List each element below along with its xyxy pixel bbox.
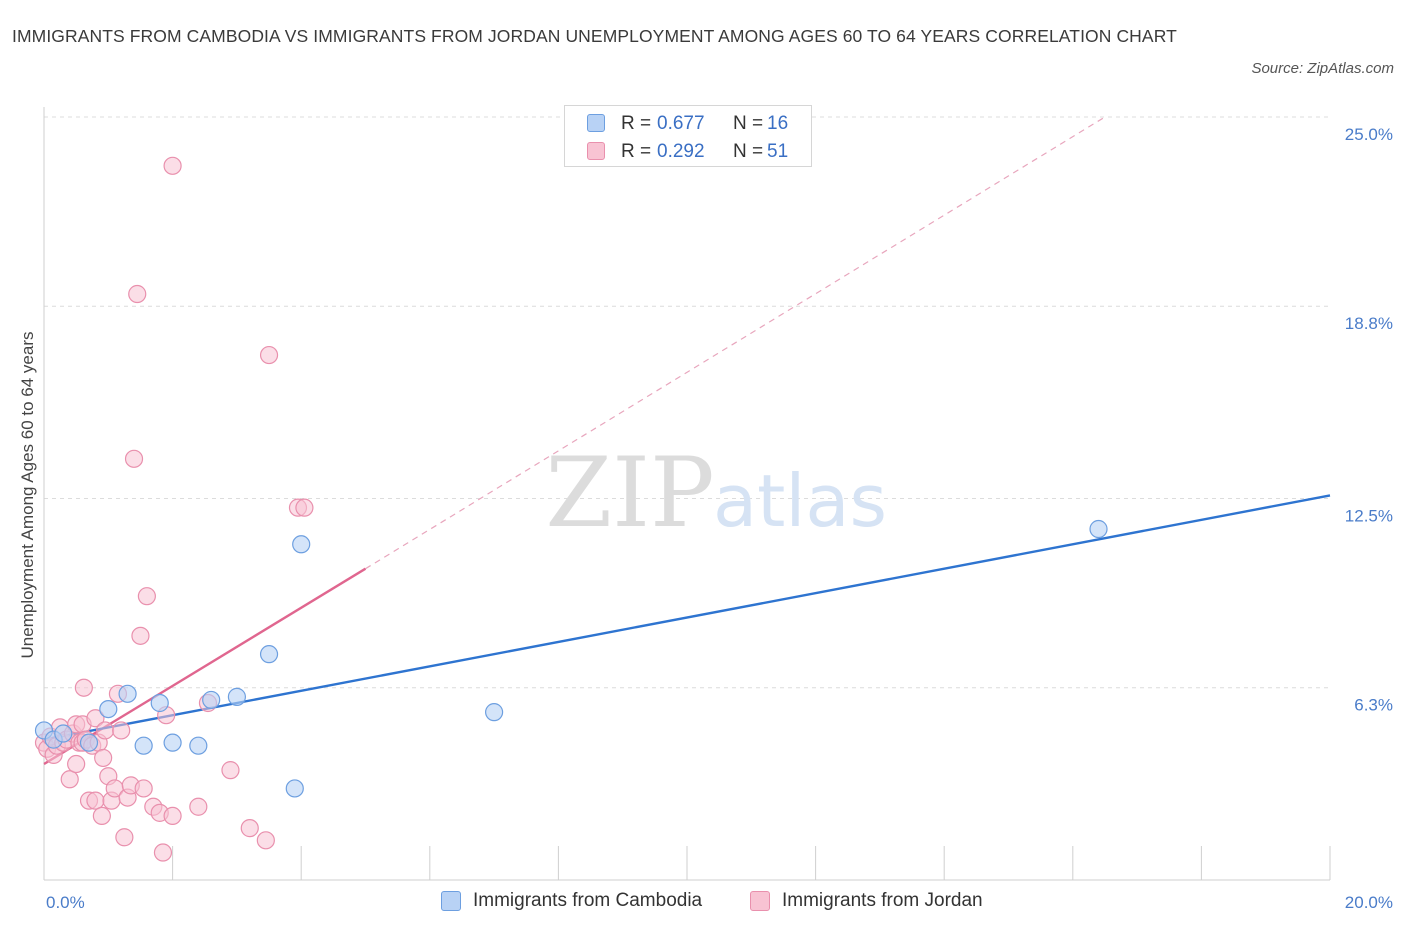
r-value: 0.292 — [657, 141, 705, 162]
jordan-points — [34, 156, 314, 862]
jordan-point-20 — [86, 791, 105, 810]
x-tick-label-1: 20.0% — [1345, 893, 1393, 912]
cambodia-point-8 — [163, 733, 182, 752]
jordan-point-48 — [256, 831, 275, 850]
y-tick-label-3: 25.0% — [1345, 125, 1393, 144]
cambodia-point-14 — [292, 535, 311, 554]
jordan-point-33 — [124, 449, 144, 468]
cambodia-point-9 — [189, 736, 208, 755]
jordan-point-40 — [153, 843, 173, 862]
jordan-point-35 — [131, 626, 150, 645]
n-label: N = — [733, 113, 764, 134]
legend-label-jordan: Immigrants from Jordan — [782, 890, 983, 911]
jordan-point-30 — [115, 828, 134, 847]
cambodia-point-6 — [134, 736, 153, 755]
jordan-point-37 — [137, 587, 156, 606]
jordan-point-36 — [134, 779, 153, 798]
n-label: N = — [733, 141, 764, 162]
cambodia-legend-swatch — [441, 891, 461, 911]
x-tick-label-0: 0.0% — [46, 893, 85, 912]
cambodia-point-15 — [485, 703, 504, 722]
jordan-point-46 — [221, 761, 240, 780]
jordan-point-10 — [67, 754, 86, 774]
y-tick-labels: 6.3% 12.5% 18.8% 25.0% — [1345, 125, 1393, 715]
jordan-point-43 — [163, 156, 182, 175]
jordan-swatch — [587, 142, 605, 160]
watermark-atlas: atlas — [713, 459, 887, 543]
jordan-point-15 — [74, 678, 93, 697]
cambodia-point-13 — [285, 779, 304, 798]
legend-label-cambodia: Immigrants from Cambodia — [473, 890, 703, 911]
x-tick-labels: 0.0% 20.0% — [46, 893, 1393, 912]
jordan-point-19 — [86, 709, 105, 728]
cambodia-point-4 — [99, 699, 118, 719]
cambodia-point-10 — [202, 690, 221, 710]
jordan-point-24 — [95, 721, 115, 740]
jordan-point-22 — [92, 806, 111, 826]
y-tick-label-0: 6.3% — [1354, 696, 1393, 715]
y-tick-label-1: 12.5% — [1345, 507, 1393, 526]
jordan-trend-extension — [365, 116, 1106, 570]
cambodia-point-11 — [227, 687, 246, 706]
cambodia-point-16 — [1089, 519, 1108, 539]
source-credit: Source: ZipAtlas.com — [1251, 60, 1394, 77]
cambodia-point-12 — [259, 645, 279, 664]
jordan-legend-swatch — [750, 891, 770, 911]
jordan-point-44 — [189, 797, 208, 816]
chart-title: IMMIGRANTS FROM CAMBODIA VS IMMIGRANTS F… — [12, 26, 1177, 46]
jordan-point-51 — [295, 498, 314, 517]
cambodia-point-5 — [118, 684, 137, 703]
cambodia-trend-line — [43, 494, 1331, 741]
jordan-point-47 — [240, 819, 259, 838]
jordan-point-42 — [163, 806, 182, 826]
cambodia-point-2 — [54, 724, 73, 743]
y-axis-label: Unemployment Among Ages 60 to 64 years — [18, 332, 37, 659]
cambodia-swatch — [587, 114, 605, 132]
grid-lines — [44, 116, 1330, 689]
jordan-point-8 — [60, 770, 79, 789]
jordan-point-29 — [112, 721, 131, 740]
cambodia-point-3 — [79, 733, 99, 752]
cambodia-points — [34, 519, 1108, 798]
n-value: 51 — [767, 141, 789, 162]
cambodia-point-7 — [150, 693, 169, 713]
r-value: 0.677 — [657, 113, 705, 134]
n-value: 16 — [767, 113, 789, 134]
watermark-zip: ZIP — [545, 437, 714, 549]
watermark: ZIP atlas — [545, 437, 887, 549]
r-label: R = — [621, 113, 652, 134]
jordan-point-34 — [128, 284, 147, 304]
y-tick-label-2: 18.8% — [1345, 314, 1393, 333]
stats-legend: R = 0.677 N = 16 R = 0.292 N = 51 — [564, 105, 812, 167]
jordan-point-49 — [259, 345, 279, 365]
r-label: R = — [621, 141, 652, 162]
jordan-point-23 — [94, 748, 113, 768]
